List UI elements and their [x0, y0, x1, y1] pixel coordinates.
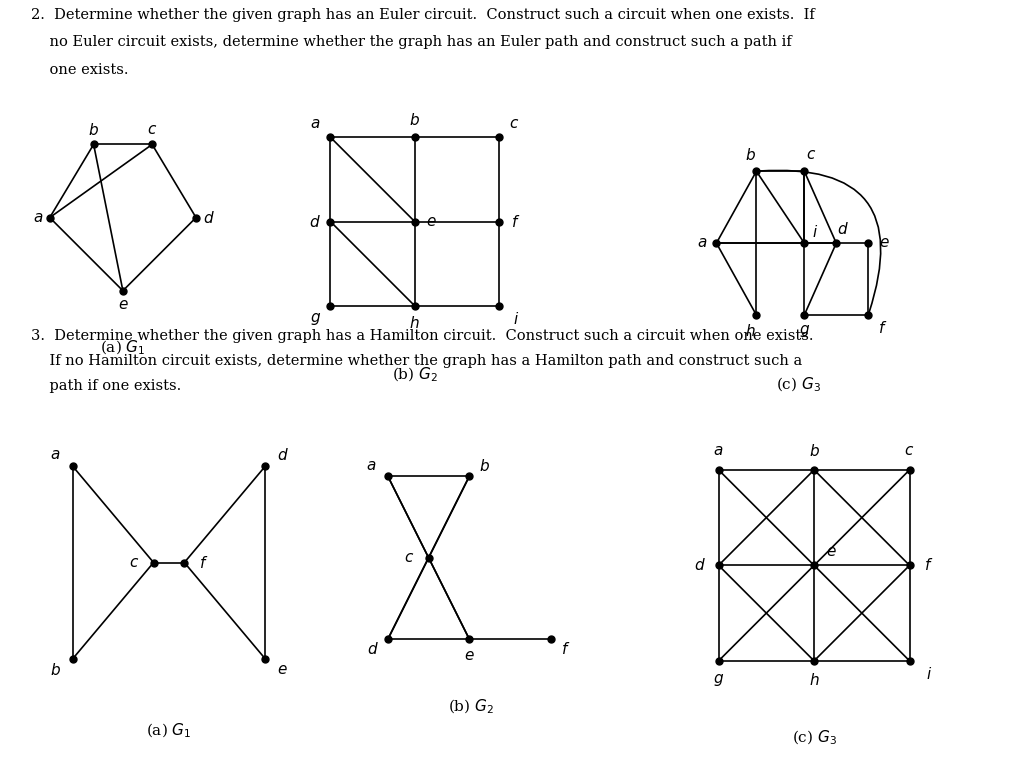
Text: $i$: $i$ — [812, 224, 818, 240]
Text: $b$: $b$ — [88, 121, 99, 138]
Text: $h$: $h$ — [809, 672, 819, 688]
Text: (b) $G_2$: (b) $G_2$ — [449, 698, 494, 716]
Text: $h$: $h$ — [410, 315, 420, 331]
Text: $b$: $b$ — [809, 443, 819, 458]
Text: $a$: $a$ — [33, 211, 43, 225]
Text: (c) $G_3$: (c) $G_3$ — [776, 376, 821, 394]
Text: $c$: $c$ — [904, 444, 914, 458]
Text: $a$: $a$ — [697, 236, 708, 250]
Text: $d$: $d$ — [693, 558, 706, 573]
Text: one exists.: one exists. — [31, 63, 128, 77]
Text: 2.  Determine whether the given graph has an Euler circuit.  Construct such a ci: 2. Determine whether the given graph has… — [31, 8, 814, 21]
Text: $e$: $e$ — [426, 215, 437, 228]
Text: path if one exists.: path if one exists. — [31, 379, 181, 393]
Text: $a$: $a$ — [50, 448, 60, 461]
Text: $e$: $e$ — [278, 663, 288, 677]
Text: $g$: $g$ — [799, 323, 810, 339]
Text: $b$: $b$ — [50, 662, 60, 678]
Text: $b$: $b$ — [410, 112, 420, 128]
Text: $f$: $f$ — [878, 320, 887, 336]
Text: If no Hamilton circuit exists, determine whether the graph has a Hamilton path a: If no Hamilton circuit exists, determine… — [31, 354, 802, 367]
Text: 3.  Determine whether the given graph has a Hamilton circuit.  Construct such a : 3. Determine whether the given graph has… — [31, 329, 813, 342]
Text: $a$: $a$ — [714, 444, 724, 458]
Text: $f$: $f$ — [561, 641, 570, 657]
Text: $c$: $c$ — [806, 148, 816, 162]
Text: $c$: $c$ — [147, 123, 158, 137]
Text: $b$: $b$ — [744, 147, 756, 163]
Text: $e$: $e$ — [879, 236, 890, 250]
Text: $d$: $d$ — [368, 641, 379, 657]
Text: $g$: $g$ — [713, 672, 724, 688]
Text: $f$: $f$ — [511, 214, 520, 229]
Text: $e$: $e$ — [464, 649, 475, 662]
Text: $d$: $d$ — [837, 221, 849, 237]
Text: $c$: $c$ — [129, 555, 139, 569]
Text: no Euler circuit exists, determine whether the graph has an Euler path and const: no Euler circuit exists, determine wheth… — [31, 35, 792, 50]
Text: $g$: $g$ — [309, 311, 321, 327]
Text: $f$: $f$ — [924, 558, 933, 573]
Text: $b$: $b$ — [478, 458, 489, 474]
Text: $i$: $i$ — [513, 311, 519, 327]
Text: $a$: $a$ — [367, 459, 377, 474]
Text: $e$: $e$ — [118, 299, 128, 312]
Text: $i$: $i$ — [926, 666, 932, 682]
Text: $d$: $d$ — [309, 214, 322, 229]
Text: $c$: $c$ — [403, 551, 414, 565]
Text: $a$: $a$ — [310, 117, 321, 131]
Text: (a) $G_1$: (a) $G_1$ — [100, 338, 145, 357]
Text: $d$: $d$ — [276, 447, 289, 463]
Text: $c$: $c$ — [509, 117, 519, 131]
Text: $e$: $e$ — [826, 545, 837, 559]
Text: (c) $G_3$: (c) $G_3$ — [792, 729, 837, 747]
Text: $f$: $f$ — [199, 555, 208, 571]
Text: (b) $G_2$: (b) $G_2$ — [392, 366, 437, 384]
Text: (a) $G_1$: (a) $G_1$ — [146, 721, 191, 740]
Text: $d$: $d$ — [204, 209, 215, 225]
Text: $h$: $h$ — [744, 323, 756, 339]
